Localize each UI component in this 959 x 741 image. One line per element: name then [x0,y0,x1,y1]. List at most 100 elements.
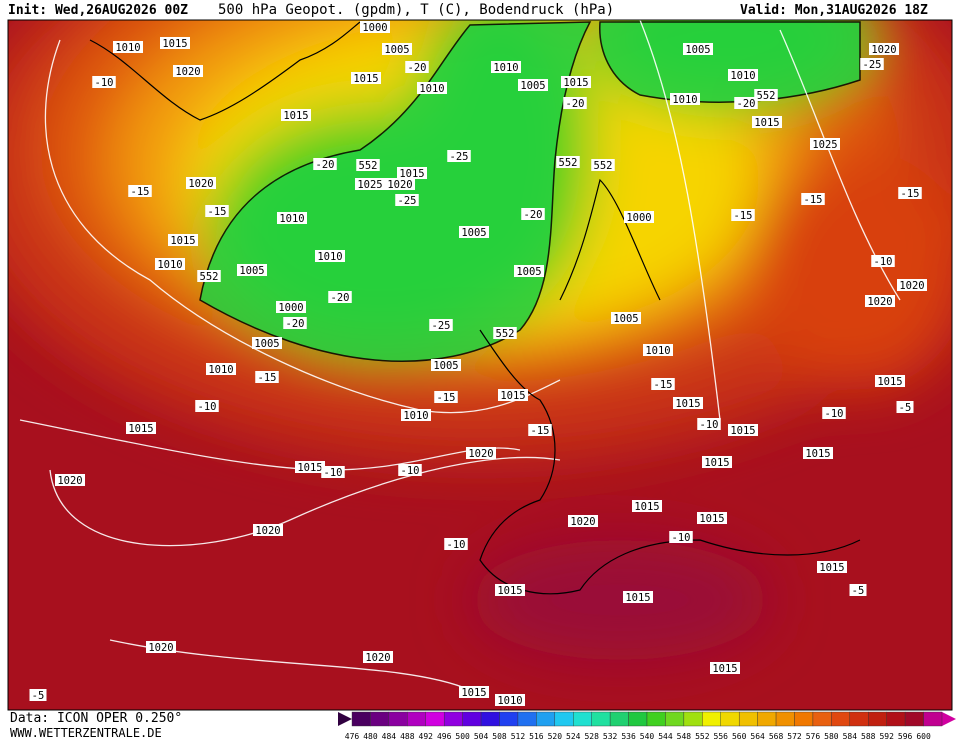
isoline-label: 552 [200,271,219,283]
label-box [398,464,422,476]
label-box [563,97,587,109]
label-box [495,584,525,596]
label-box [395,194,419,206]
isoline-label: -10 [672,532,691,544]
label-box [849,584,867,596]
colorbar-swatch [425,711,445,727]
colorbar-tick-label: 588 [861,732,876,741]
colorbar-tick-label: 584 [843,732,858,741]
label-box [321,466,345,478]
isoline-label: 1015 [699,513,724,525]
isoline-label: -10 [95,77,114,89]
isoline-label: -5 [32,690,45,702]
isoline-label: 1015 [500,390,525,402]
label-box [113,41,143,53]
label-box [276,301,306,313]
colorbar-tick-label: 476 [345,732,360,741]
isoline-label: 1015 [353,73,378,85]
isoline-label: -5 [852,585,865,597]
label-box [754,89,778,101]
label-box [277,212,307,224]
colorbar-swatch [812,711,832,727]
colorbar-swatch [370,711,390,727]
label-box [356,159,380,171]
colorbar-swatch [628,711,648,727]
isoline-label: 1005 [516,266,541,278]
label-box [728,424,758,436]
colorbar-swatch [351,711,371,727]
colorbar-tick-label: 528 [584,732,599,741]
label-box [710,662,740,674]
colorbar-swatch [738,711,758,727]
isoline-label: 1010 [115,42,140,54]
colorbar-swatch [775,711,795,727]
colorbar-swatch [849,711,869,727]
isoline-label: -15 [901,188,920,200]
colorbar-swatch [388,711,408,727]
label-box [195,400,219,412]
isoline-label: 1010 [403,410,428,422]
colorbar-tick-label: 576 [806,732,821,741]
isoline-label: -15 [437,392,456,404]
isoline-label: -10 [874,256,893,268]
label-box [434,391,458,403]
isoline-label: 1015 [805,448,830,460]
isoline-label: -10 [825,408,844,420]
isoline-label: 1015 [297,462,322,474]
label-box [734,97,758,109]
colorbar-tick-label: 484 [382,732,397,741]
isoline-label: 1020 [57,475,82,487]
isoline-label: 1005 [384,44,409,56]
isoline-label: 1010 [279,213,304,225]
label-box [495,694,525,706]
isoline-label: 1020 [175,66,200,78]
init-time: Init: Wed,26AUG2026 00Z [8,3,188,18]
label-box [871,255,895,267]
isoline-label: -20 [331,292,350,304]
colorbar-tick-label: 548 [677,732,692,741]
label-box [632,500,662,512]
isoline-label: 1015 [675,398,700,410]
isoline-label: -5 [899,402,912,414]
label-box [355,178,385,190]
isoline-label: 1000 [626,212,651,224]
isoline-label: -25 [450,151,469,163]
isoline-label: 1020 [867,296,892,308]
label-box [669,531,693,543]
label-box [385,178,415,190]
colorbar-tick-label: 552 [695,732,710,741]
isoline-label: -20 [286,318,305,330]
data-source: Data: ICON OPER 0.250° [10,711,182,726]
label-box [528,424,552,436]
colorbar-tick-label: 504 [474,732,489,741]
label-box [146,641,176,653]
colorbar-swatch [904,711,924,727]
label-box [561,76,591,88]
label-box [328,291,352,303]
label-box [898,187,922,199]
isoline-label: 1015 [170,235,195,247]
label-box [397,167,427,179]
label-box [444,538,468,550]
colorbar-tick-label: 556 [714,732,729,741]
isoline-label: 1015 [819,562,844,574]
isoline-label: 552 [757,90,776,102]
isoline-label: -20 [566,98,585,110]
isoline-label: 1005 [520,80,545,92]
colorbar-swatch [517,711,537,727]
label-box [810,138,840,150]
isoline-label: 1015 [625,592,650,604]
isoline-label: 1010 [157,259,182,271]
colorbar-swatch [665,711,685,727]
label-box [643,344,673,356]
isoline-label: 552 [359,160,378,172]
colorbar-arrow-left [338,712,352,726]
colorbar-tick-label: 488 [400,732,415,741]
isoline-label: 1020 [387,179,412,191]
label-box [728,69,758,81]
isoline-label: 1015 [563,77,588,89]
colorbar-swatch [683,711,703,727]
colorbar-arrow-right [942,712,956,726]
colorbar-tick-label: 572 [787,732,802,741]
isoline-label: -25 [863,59,882,71]
